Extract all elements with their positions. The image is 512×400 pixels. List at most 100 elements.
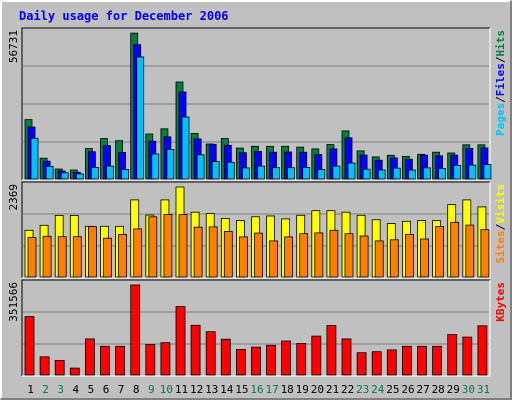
x-tick-day-25: 25	[386, 383, 399, 396]
bar-pages-day-2	[45, 165, 54, 180]
bar-sites-day-20	[314, 232, 324, 278]
panel-border-dark	[21, 27, 490, 180]
bar-sites-day-7	[118, 234, 127, 278]
bar-sites-day-12	[193, 226, 203, 278]
y-max-label: 351566	[7, 282, 20, 322]
bar-sites-day-5	[88, 226, 97, 278]
x-tick-day-12: 12	[190, 383, 203, 396]
bar-pages-day-12	[196, 154, 205, 180]
bar-kbytes-day-6	[100, 345, 110, 376]
bar-kbytes-day-26	[401, 345, 412, 376]
bar-kbytes-day-15	[235, 348, 246, 376]
bar-kbytes-day-13	[205, 331, 216, 376]
bar-pages-day-24	[377, 169, 386, 180]
legend-part-files: Files	[494, 63, 507, 96]
bar-sites-day-18	[284, 236, 294, 278]
bar-kbytes-day-28	[432, 345, 443, 376]
bar-pages-day-13	[211, 161, 220, 180]
x-tick-day-14: 14	[220, 383, 234, 396]
x-tick-day-31: 31	[477, 383, 490, 396]
legend-part-slash: /	[494, 96, 507, 103]
bar-pages-day-15	[241, 167, 250, 180]
bar-sites-day-19	[299, 233, 309, 278]
bar-pages-day-11	[181, 116, 190, 180]
bar-pages-day-28	[438, 167, 447, 180]
bar-kbytes-day-4	[69, 367, 80, 376]
x-tick-day-8: 8	[133, 383, 140, 396]
bar-kbytes-day-29	[447, 334, 458, 376]
panel-border-light	[22, 280, 491, 377]
bar-kbytes-day-11	[175, 306, 186, 376]
panel-border-light	[22, 182, 491, 279]
bar-pages-day-3	[60, 172, 69, 180]
bar-sites-day-23	[359, 235, 369, 278]
x-tick-day-26: 26	[401, 383, 414, 396]
bar-pages-day-4	[75, 173, 84, 180]
bar-kbytes-day-19	[296, 343, 307, 376]
legend-part-visits: Visits	[494, 184, 507, 224]
bar-kbytes-day-8	[130, 284, 141, 376]
x-tick-day-20: 20	[311, 383, 324, 396]
legend-part-hits: Hits	[494, 30, 507, 57]
bar-kbytes-day-22	[341, 338, 352, 376]
bar-kbytes-day-2	[39, 356, 50, 376]
bar-pages-day-1	[30, 137, 39, 180]
bar-pages-day-19	[302, 166, 311, 180]
bar-sites-day-3	[57, 236, 67, 278]
bar-kbytes-day-21	[326, 325, 337, 376]
x-tick-day-19: 19	[296, 383, 309, 396]
bar-pages-day-29	[453, 164, 462, 180]
bar-pages-day-26	[407, 169, 416, 180]
x-tick-day-15: 15	[235, 383, 248, 396]
bar-kbytes-day-10	[160, 342, 171, 376]
x-tick-day-29: 29	[447, 383, 460, 396]
y-max-label: 56731	[7, 30, 20, 63]
x-tick-day-9: 9	[148, 383, 155, 396]
bar-kbytes-day-20	[311, 335, 322, 376]
bar-pages-day-23	[362, 168, 371, 180]
bar-pages-day-14	[226, 161, 235, 180]
bar-pages-day-21	[332, 165, 341, 180]
bar-kbytes-day-7	[115, 345, 125, 376]
x-tick-day-18: 18	[281, 383, 294, 396]
bar-kbytes-day-23	[356, 352, 367, 376]
bar-pages-day-10	[166, 148, 175, 180]
bar-sites-day-2	[42, 235, 52, 278]
bar-sites-day-21	[329, 229, 339, 278]
bar-sites-day-27	[420, 238, 429, 278]
bar-pages-day-22	[347, 162, 356, 180]
bar-sites-day-11	[178, 214, 188, 278]
bar-sites-day-24	[374, 240, 384, 278]
bar-kbytes-day-5	[85, 338, 95, 376]
x-tick-day-24: 24	[371, 383, 385, 396]
bar-kbytes-day-24	[371, 351, 382, 376]
bar-sites-day-16	[254, 232, 263, 278]
bar-sites-day-8	[133, 228, 143, 278]
bar-sites-day-14	[223, 230, 233, 278]
x-tick-day-11: 11	[175, 383, 188, 396]
bar-kbytes-day-27	[417, 345, 427, 376]
panel-border-dark	[21, 181, 490, 278]
panel-visits-sites: 2369 Sites/Visits	[7, 181, 507, 279]
bar-sites-day-9	[148, 216, 158, 278]
x-tick-day-3: 3	[57, 383, 64, 396]
x-tick-day-4: 4	[72, 383, 79, 396]
x-tick-day-28: 28	[432, 383, 445, 396]
legend-part-kbytes: KBytes	[494, 282, 507, 322]
panel-border-light	[22, 28, 491, 181]
bar-sites-day-28	[435, 226, 445, 278]
x-tick-day-16: 16	[250, 383, 263, 396]
x-tick-day-21: 21	[326, 383, 339, 396]
bar-pages-day-25	[392, 167, 401, 180]
bar-kbytes-day-31	[477, 325, 488, 376]
bar-sites-day-30	[465, 224, 475, 278]
bar-kbytes-day-3	[54, 359, 65, 376]
bar-kbytes-day-30	[462, 336, 473, 376]
bar-pages-day-5	[91, 166, 99, 180]
bar-sites-day-17	[269, 240, 278, 278]
